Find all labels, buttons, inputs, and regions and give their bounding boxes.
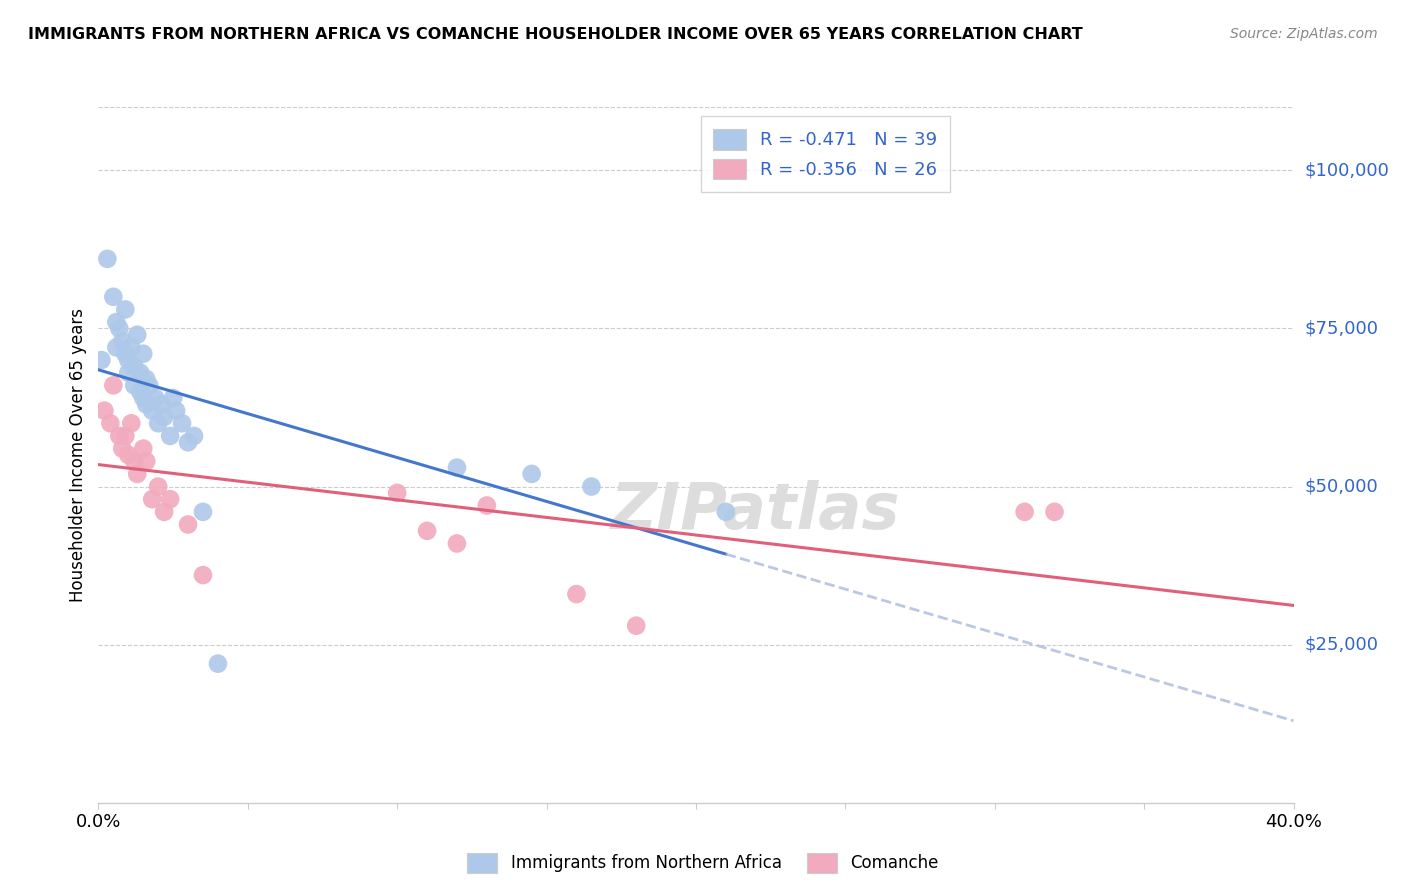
Point: [416, 524, 439, 538]
Point: [132, 442, 155, 456]
Point: [172, 417, 194, 431]
Point: [114, 347, 136, 361]
Text: ZIPatlas: ZIPatlas: [612, 480, 900, 541]
Point: [165, 403, 187, 417]
Point: [111, 334, 134, 348]
Point: [143, 391, 166, 405]
Point: [138, 378, 160, 392]
Point: [127, 327, 149, 342]
Point: [565, 587, 588, 601]
Point: [129, 384, 152, 399]
Point: [124, 378, 146, 392]
Point: [581, 479, 603, 493]
Point: [153, 505, 176, 519]
Point: [124, 359, 146, 374]
Point: [120, 340, 142, 354]
Point: [183, 429, 205, 443]
Point: [124, 454, 146, 468]
Point: [111, 442, 134, 456]
Point: [191, 568, 214, 582]
Point: [191, 505, 214, 519]
Point: [153, 409, 176, 424]
Point: [127, 467, 149, 481]
Point: [159, 429, 181, 443]
Point: [150, 397, 173, 411]
Point: [132, 391, 155, 405]
Point: [129, 366, 152, 380]
Point: [96, 252, 118, 266]
Text: $50,000: $50,000: [1305, 477, 1378, 496]
Point: [120, 417, 142, 431]
Point: [1043, 505, 1066, 519]
Legend: R = -0.471   N = 39, R = -0.356   N = 26: R = -0.471 N = 39, R = -0.356 N = 26: [700, 116, 950, 192]
Point: [1014, 505, 1036, 519]
Point: [135, 372, 157, 386]
Point: [385, 486, 409, 500]
Point: [624, 618, 647, 632]
Point: [90, 353, 112, 368]
Point: [108, 429, 131, 443]
Point: [117, 448, 139, 462]
Point: [177, 435, 200, 450]
Y-axis label: Householder Income Over 65 years: Householder Income Over 65 years: [69, 308, 87, 602]
Point: [114, 302, 136, 317]
Point: [103, 378, 125, 392]
Point: [714, 505, 737, 519]
Legend: Immigrants from Northern Africa, Comanche: Immigrants from Northern Africa, Comanch…: [461, 847, 945, 880]
Point: [148, 479, 170, 493]
Point: [103, 290, 125, 304]
Text: IMMIGRANTS FROM NORTHERN AFRICA VS COMANCHE HOUSEHOLDER INCOME OVER 65 YEARS COR: IMMIGRANTS FROM NORTHERN AFRICA VS COMAN…: [28, 27, 1083, 42]
Point: [446, 536, 468, 550]
Point: [177, 517, 200, 532]
Point: [141, 403, 163, 417]
Text: Source: ZipAtlas.com: Source: ZipAtlas.com: [1230, 27, 1378, 41]
Point: [132, 347, 155, 361]
Point: [141, 492, 163, 507]
Text: $25,000: $25,000: [1305, 636, 1379, 654]
Point: [135, 397, 157, 411]
Point: [105, 340, 128, 354]
Text: $100,000: $100,000: [1305, 161, 1389, 179]
Point: [117, 353, 139, 368]
Point: [159, 492, 181, 507]
Point: [93, 403, 115, 417]
Point: [98, 417, 122, 431]
Text: $75,000: $75,000: [1305, 319, 1379, 337]
Point: [207, 657, 229, 671]
Point: [475, 499, 498, 513]
Point: [105, 315, 128, 329]
Point: [148, 417, 170, 431]
Point: [108, 321, 131, 335]
Point: [162, 391, 184, 405]
Point: [135, 454, 157, 468]
Point: [117, 366, 139, 380]
Point: [520, 467, 543, 481]
Point: [446, 460, 468, 475]
Point: [114, 429, 136, 443]
